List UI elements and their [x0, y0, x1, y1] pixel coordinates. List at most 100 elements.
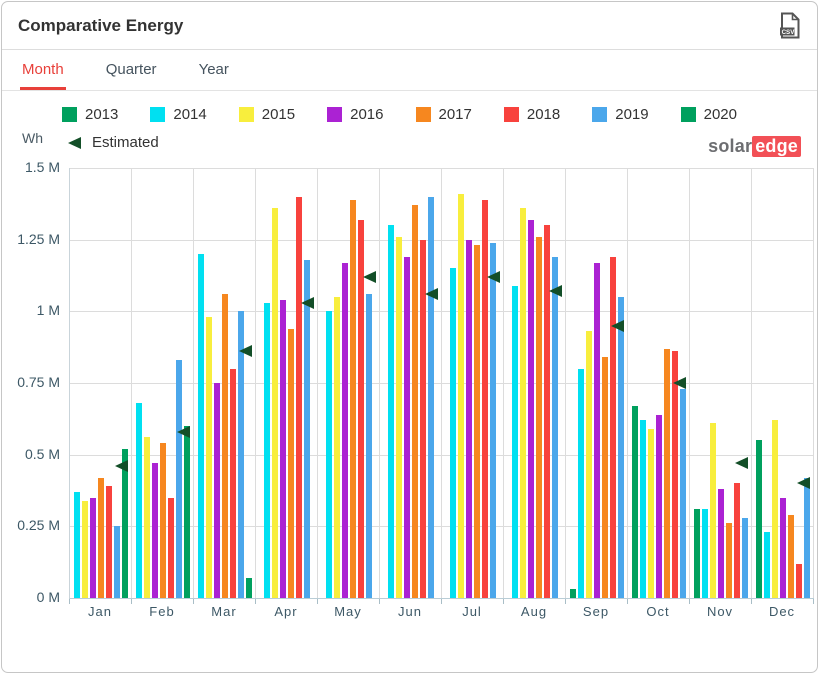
- bar-nov-2018[interactable]: [734, 483, 740, 598]
- bar-aug-2014[interactable]: [512, 285, 518, 598]
- bar-mar-2017[interactable]: [222, 294, 228, 598]
- bar-jan-2014[interactable]: [74, 491, 80, 598]
- bar-apr-2014[interactable]: [264, 302, 270, 598]
- bar-oct-2019[interactable]: [680, 388, 686, 598]
- tab-year[interactable]: Year: [198, 61, 229, 78]
- bar-may-2016[interactable]: [342, 262, 348, 598]
- bar-nov-2013[interactable]: [694, 509, 700, 598]
- bar-jan-2019[interactable]: [114, 526, 120, 598]
- bar-apr-2017[interactable]: [288, 328, 294, 598]
- bar-jan-2018[interactable]: [106, 486, 112, 598]
- bar-mar-2015[interactable]: [206, 317, 212, 598]
- bar-nov-2017[interactable]: [726, 523, 732, 598]
- bar-mar-2018[interactable]: [230, 368, 236, 598]
- bar-nov-2014[interactable]: [702, 509, 708, 598]
- bar-aug-2018[interactable]: [544, 225, 550, 598]
- legend-item-2017[interactable]: 2017: [415, 106, 472, 123]
- bar-feb-2016[interactable]: [152, 463, 158, 598]
- legend-item-2019[interactable]: 2019: [592, 106, 649, 123]
- x-tick-label-jun: Jun: [398, 604, 422, 619]
- bar-oct-2014[interactable]: [640, 420, 646, 598]
- bar-oct-2015[interactable]: [648, 428, 654, 598]
- bar-mar-2014[interactable]: [198, 254, 204, 598]
- x-axis-tick-mark: [565, 599, 566, 604]
- bar-jul-2018[interactable]: [482, 199, 488, 598]
- bar-dec-2018[interactable]: [796, 563, 802, 598]
- export-csv-button[interactable]: CSV: [776, 10, 803, 41]
- bar-sep-2014[interactable]: [578, 368, 584, 598]
- bar-mar-2016[interactable]: [214, 383, 220, 598]
- bar-feb-2017[interactable]: [160, 443, 166, 598]
- tab-quarter[interactable]: Quarter: [105, 61, 157, 78]
- bar-may-2019[interactable]: [366, 294, 372, 598]
- bar-mar-2019[interactable]: [238, 311, 244, 598]
- bar-feb-2020[interactable]: [184, 426, 190, 598]
- bar-may-2017[interactable]: [350, 199, 356, 598]
- bar-jan-2017[interactable]: [98, 477, 104, 598]
- bar-dec-2019[interactable]: [804, 477, 810, 598]
- bar-aug-2016[interactable]: [528, 219, 534, 598]
- bar-oct-2013[interactable]: [632, 405, 638, 598]
- bar-may-2015[interactable]: [334, 297, 340, 598]
- bar-apr-2016[interactable]: [280, 299, 286, 598]
- bar-feb-2014[interactable]: [136, 403, 142, 598]
- legend-item-2016[interactable]: 2016: [327, 106, 384, 123]
- legend-item-2014[interactable]: 2014: [150, 106, 207, 123]
- vertical-gridline: [441, 168, 442, 598]
- bar-feb-2018[interactable]: [168, 497, 174, 598]
- tab-month[interactable]: Month: [20, 50, 66, 90]
- bar-aug-2015[interactable]: [520, 208, 526, 598]
- bar-jun-2016[interactable]: [404, 256, 410, 598]
- bar-jul-2017[interactable]: [474, 245, 480, 598]
- x-tick-label-oct: Oct: [646, 604, 670, 619]
- estimated-marker-jun: [425, 288, 438, 301]
- bar-jan-2015[interactable]: [82, 500, 88, 598]
- bar-dec-2016[interactable]: [780, 497, 786, 598]
- bar-apr-2018[interactable]: [296, 196, 302, 598]
- bar-apr-2015[interactable]: [272, 208, 278, 598]
- bar-jul-2015[interactable]: [458, 193, 464, 598]
- bar-jun-2017[interactable]: [412, 205, 418, 598]
- legend-item-2013[interactable]: 2013: [62, 106, 118, 123]
- legend-item-2020[interactable]: 2020: [680, 106, 737, 123]
- bar-may-2014[interactable]: [326, 311, 332, 598]
- bar-jul-2016[interactable]: [466, 239, 472, 598]
- bar-oct-2016[interactable]: [656, 414, 662, 598]
- bar-sep-2018[interactable]: [610, 256, 616, 598]
- bar-feb-2015[interactable]: [144, 437, 150, 598]
- bar-dec-2015[interactable]: [772, 420, 778, 598]
- vertical-gridline: [565, 168, 566, 598]
- bar-jan-2020[interactable]: [122, 448, 128, 598]
- legend-item-2018[interactable]: 2018: [503, 106, 560, 123]
- bar-sep-2017[interactable]: [602, 357, 608, 598]
- csv-file-icon: CSV: [778, 12, 801, 42]
- bar-sep-2015[interactable]: [586, 331, 592, 598]
- bar-sep-2013[interactable]: [570, 589, 576, 598]
- bar-aug-2017[interactable]: [536, 236, 542, 598]
- bar-nov-2016[interactable]: [718, 489, 724, 598]
- bar-jun-2014[interactable]: [388, 225, 394, 598]
- bar-mar-2020[interactable]: [246, 577, 252, 598]
- bar-dec-2017[interactable]: [788, 514, 794, 598]
- bar-oct-2017[interactable]: [664, 348, 670, 598]
- bar-jan-2016[interactable]: [90, 497, 96, 598]
- x-axis-tick-mark: [379, 599, 380, 604]
- bar-jul-2014[interactable]: [450, 268, 456, 598]
- bar-sep-2019[interactable]: [618, 297, 624, 598]
- bar-chart-plot-area: [69, 168, 814, 599]
- bar-dec-2014[interactable]: [764, 532, 770, 598]
- legend-item-2015[interactable]: 2015: [238, 106, 295, 123]
- bar-jun-2018[interactable]: [420, 239, 426, 598]
- bar-aug-2019[interactable]: [552, 256, 558, 598]
- bar-sep-2016[interactable]: [594, 262, 600, 598]
- bar-feb-2019[interactable]: [176, 360, 182, 598]
- bar-jun-2019[interactable]: [428, 196, 434, 598]
- bar-may-2018[interactable]: [358, 219, 364, 598]
- bar-dec-2013[interactable]: [756, 440, 762, 598]
- bar-oct-2018[interactable]: [672, 351, 678, 598]
- bar-jun-2015[interactable]: [396, 236, 402, 598]
- bar-apr-2019[interactable]: [304, 259, 310, 598]
- bar-nov-2015[interactable]: [710, 423, 716, 598]
- bar-jul-2019[interactable]: [490, 242, 496, 598]
- bar-nov-2019[interactable]: [742, 517, 748, 598]
